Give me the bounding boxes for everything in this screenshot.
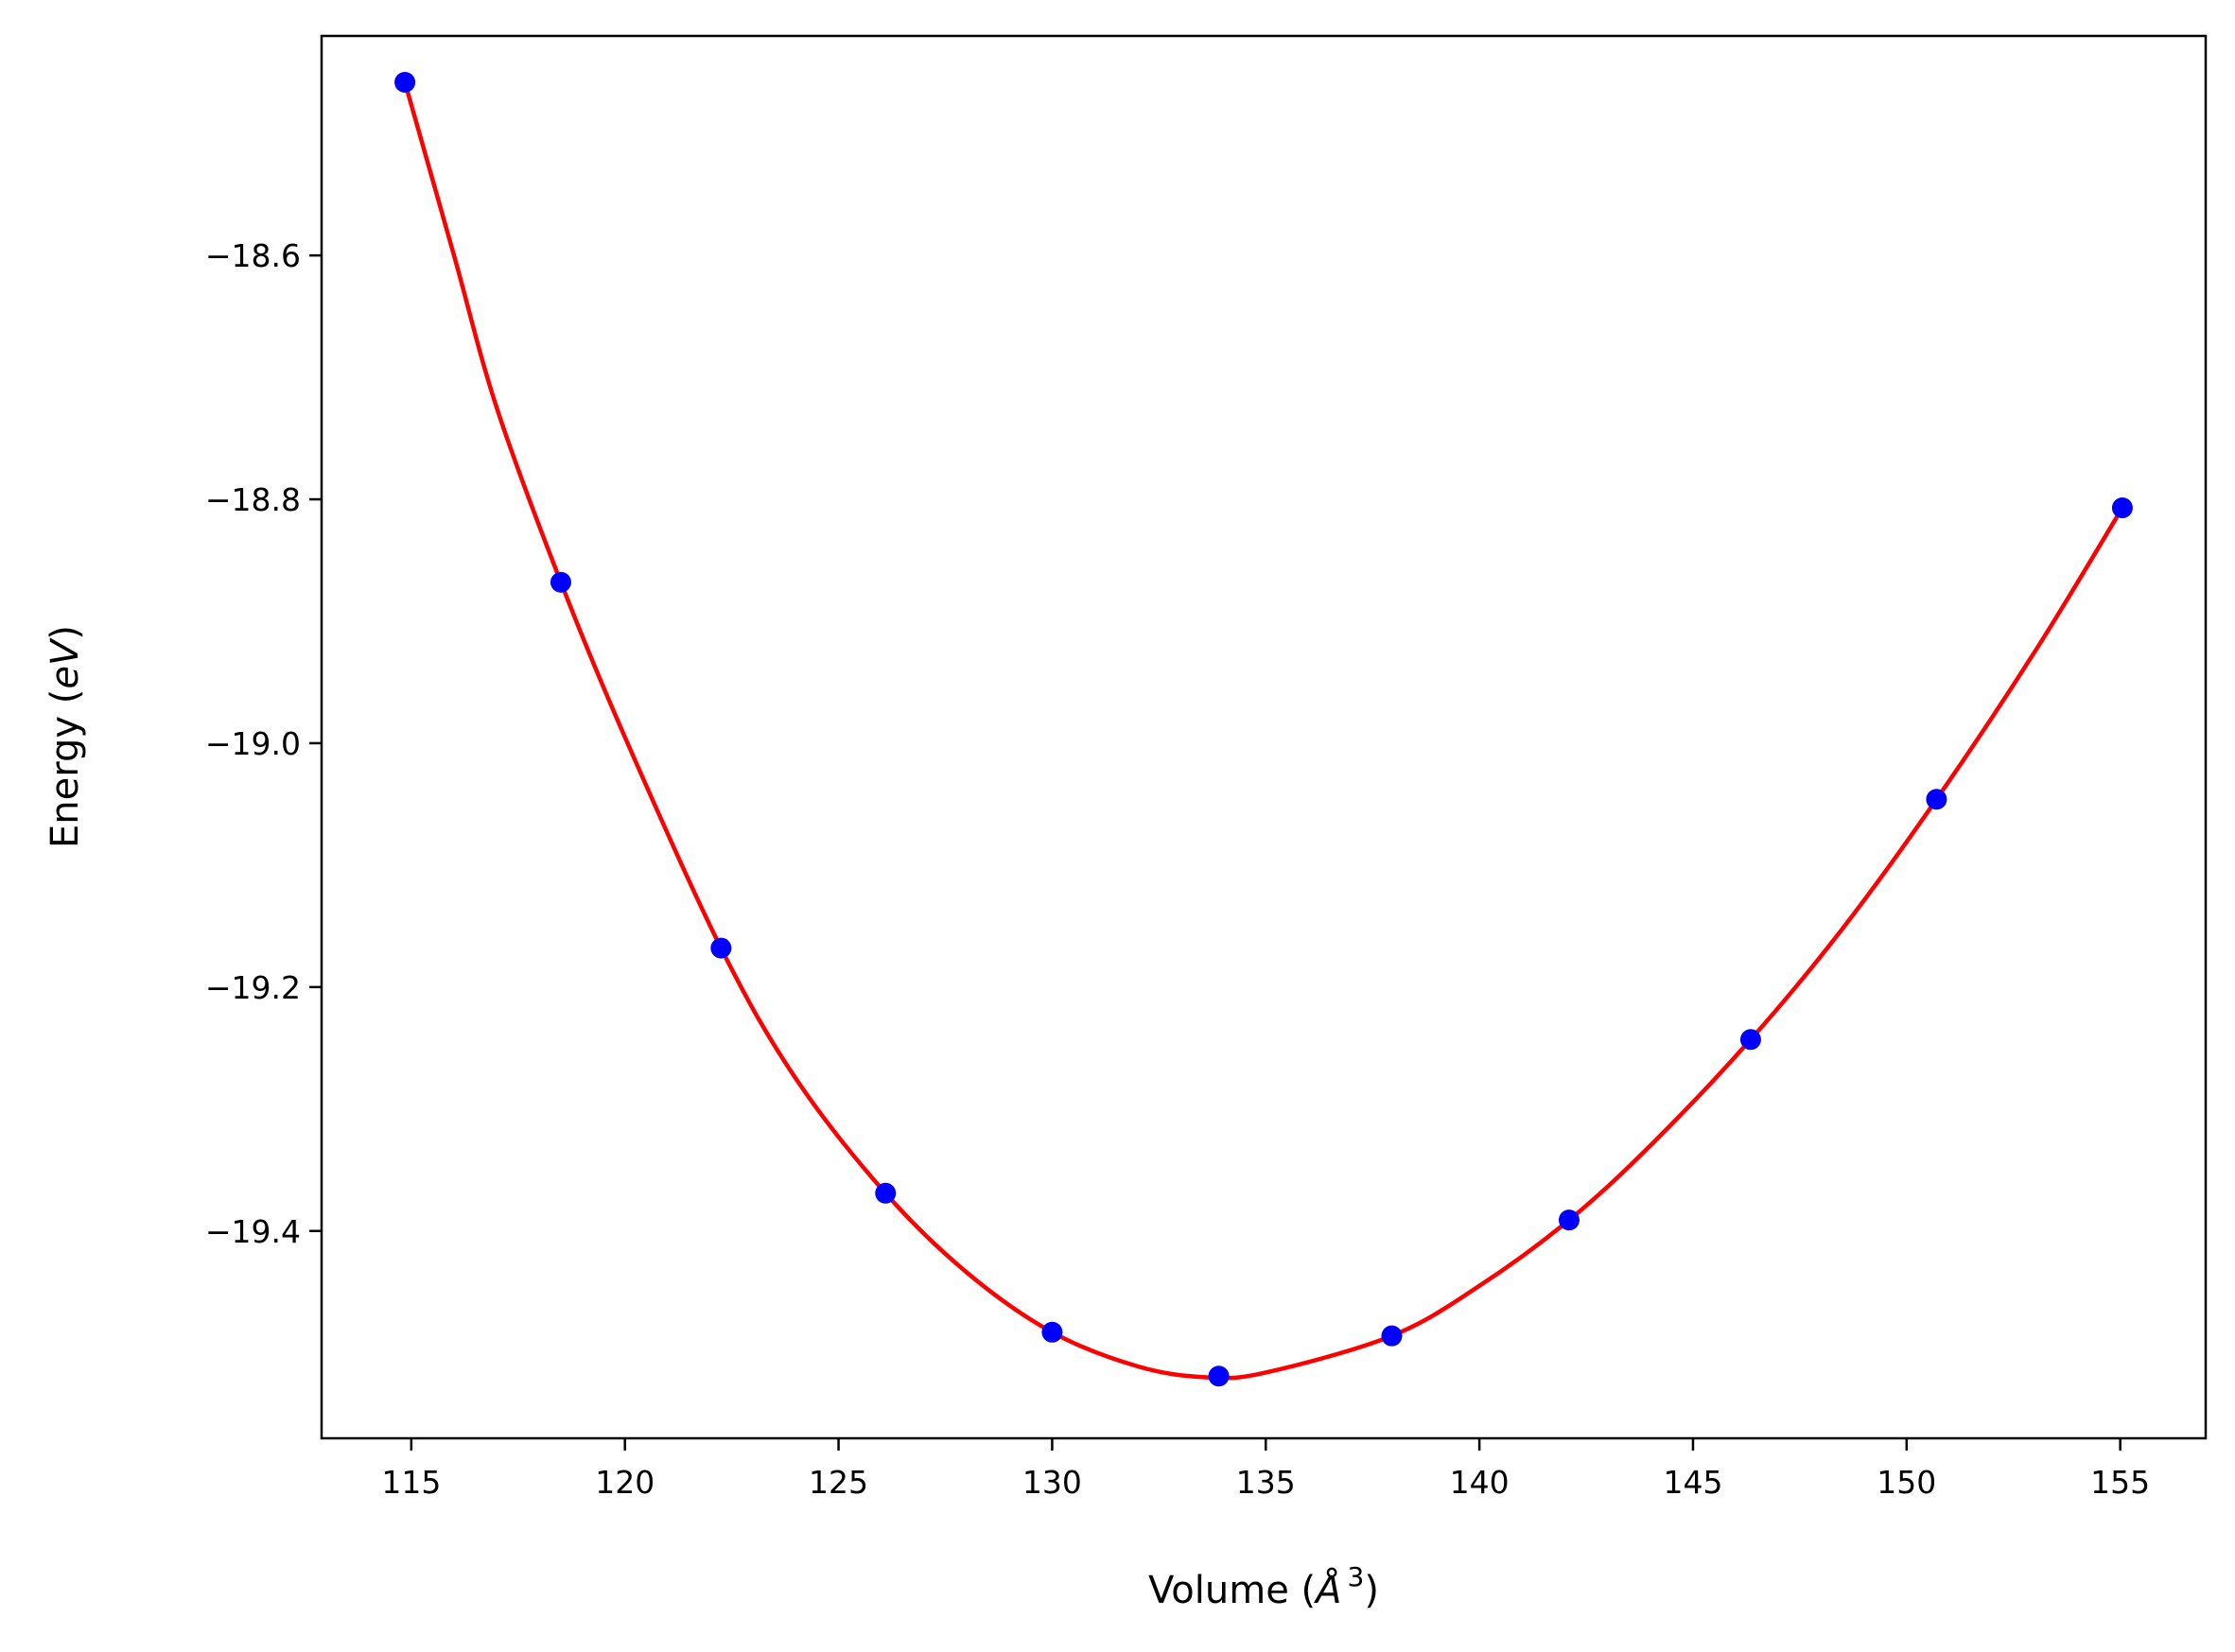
fit-curve — [402, 81, 2124, 1381]
data-point — [394, 72, 416, 94]
x-tick-label: 125 — [809, 1464, 868, 1501]
x-tick-label: 140 — [1450, 1464, 1510, 1501]
x-tick-label: 130 — [1022, 1464, 1082, 1501]
data-point — [1381, 1325, 1403, 1347]
x-tick-label: 115 — [381, 1464, 441, 1501]
y-tick-label: −19.4 — [205, 1213, 301, 1250]
data-point — [710, 937, 732, 959]
x-tick-label: 145 — [1663, 1464, 1722, 1501]
x-tick-label: 150 — [1877, 1464, 1936, 1501]
y-axis: −18.6 −18.8 −19.0 −19.2 −19.4 — [205, 237, 322, 1250]
x-axis-label-exponent: 3 — [1348, 1561, 1365, 1592]
y-tick-label: −18.6 — [205, 237, 301, 274]
x-axis-label-main: Volume ( — [1148, 1569, 1316, 1612]
x-axis-label-close: ) — [1364, 1569, 1379, 1612]
y-axis-label-unit: eV — [44, 637, 87, 689]
x-tick-label: 120 — [595, 1464, 655, 1501]
plot-frame — [320, 34, 2208, 1440]
data-point — [1558, 1209, 1580, 1231]
data-point — [875, 1182, 897, 1204]
x-axis-label: Volume (Å 3) — [1148, 1561, 1379, 1612]
plot-area — [394, 72, 2133, 1387]
y-axis-label-close: ) — [44, 625, 87, 640]
x-tick-label: 135 — [1236, 1464, 1296, 1501]
data-point — [2111, 497, 2133, 519]
y-tick-label: −18.8 — [205, 481, 301, 518]
data-point — [1739, 1029, 1761, 1051]
x-axis: 115 120 125 130 135 140 145 150 155 — [381, 1438, 2150, 1501]
x-axis-label-unit: Å — [1313, 1567, 1341, 1612]
y-axis-label-main: Energy ( — [44, 689, 87, 848]
data-point — [1926, 789, 1947, 810]
data-point — [1208, 1365, 1230, 1387]
y-axis-label: Energy (eV) — [44, 625, 87, 848]
data-point — [550, 571, 571, 593]
y-tick-label: −19.0 — [205, 725, 301, 762]
data-point — [1041, 1321, 1063, 1343]
x-tick-label: 155 — [2090, 1464, 2150, 1501]
y-tick-label: −19.2 — [205, 969, 301, 1006]
